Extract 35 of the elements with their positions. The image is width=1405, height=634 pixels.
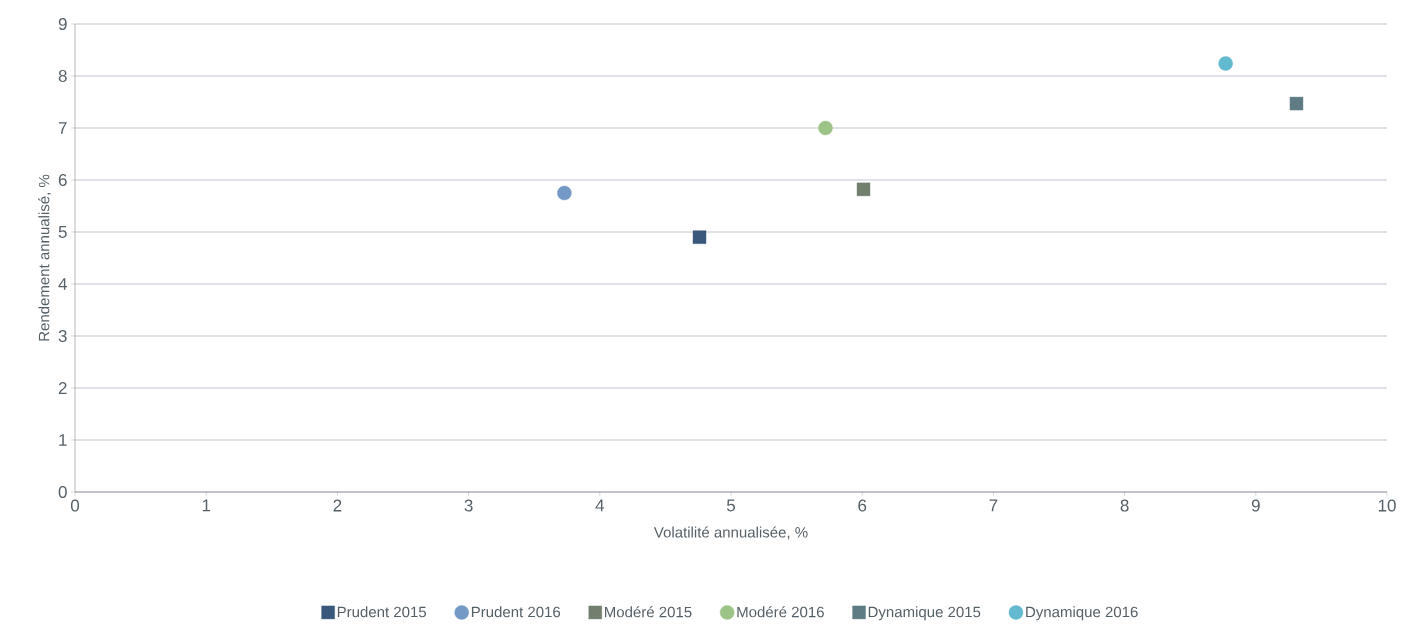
y-tick-label: 6	[58, 173, 67, 187]
y-tick-label: 3	[58, 329, 67, 343]
y-tick-label: 5	[58, 226, 67, 238]
y-tick-label: 4	[58, 278, 67, 290]
legend-label: Prudent 2016	[471, 606, 561, 618]
x-tick-label: 9	[1251, 499, 1260, 512]
x-tick-label: 10	[1378, 499, 1396, 512]
x-tick-label: 3	[464, 499, 473, 512]
x-tick-label: 6	[858, 499, 867, 512]
x-tick-label: 5	[726, 499, 736, 512]
y-tick-label: 2	[58, 382, 67, 394]
y-tick-label: 7	[58, 122, 67, 134]
x-axis-title: Volatilité annualisée, %	[653, 526, 808, 540]
x-tick-label: 2	[333, 499, 342, 512]
legend-label: Dynamique 2015	[868, 606, 981, 621]
x-tick-label: 0	[70, 499, 80, 512]
point	[557, 185, 572, 201]
legend-label: Modéré 2015	[605, 606, 692, 618]
y-axis-title: Rendement annualisé, %	[38, 174, 52, 341]
point	[856, 182, 871, 197]
y-tick-label: 9	[58, 17, 67, 31]
point	[818, 120, 833, 136]
y-tick-label: 1	[59, 434, 67, 446]
legend-label: Prudent 2015	[337, 606, 427, 618]
legend-label: Modéré 2016	[737, 606, 824, 618]
legend-label: Dynamique 2016	[1026, 606, 1138, 621]
x-tick-label: 4	[595, 499, 605, 512]
x-tick-label: 1	[202, 499, 211, 512]
x-tick-label: 7	[989, 499, 998, 512]
y-tick-label: 0	[58, 485, 67, 499]
point	[692, 230, 707, 244]
point	[1289, 96, 1304, 111]
y-tick-label: 8	[58, 69, 67, 83]
x-tick-label: 8	[1120, 499, 1129, 512]
point	[1218, 56, 1233, 71]
